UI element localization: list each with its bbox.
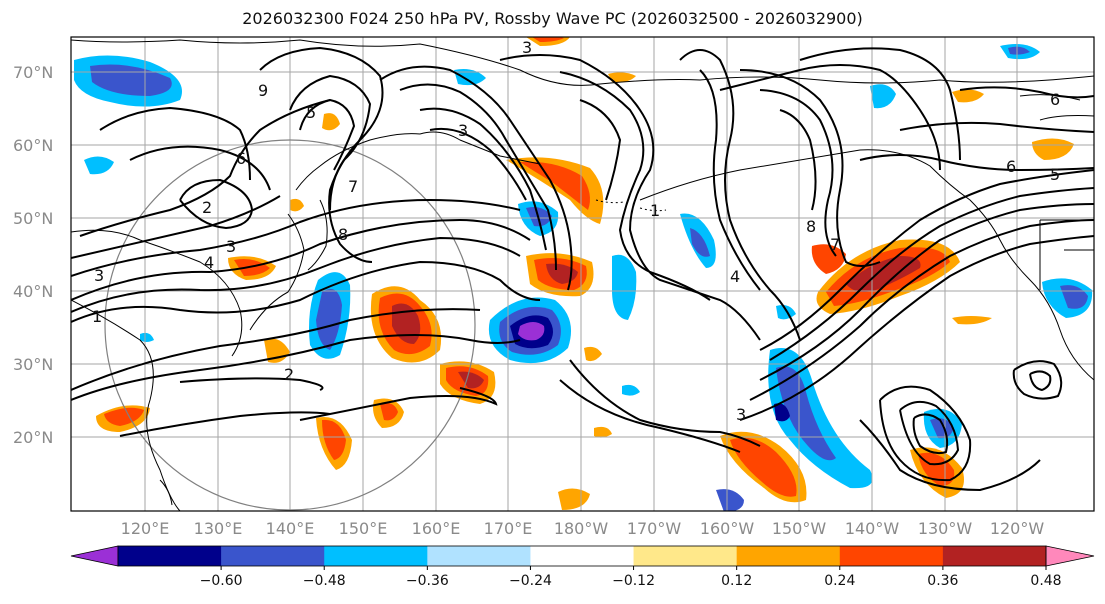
pos-anom-alaska-east — [952, 89, 984, 103]
contour-label: 6 — [236, 149, 246, 168]
pos-anom-150w-north — [811, 244, 846, 274]
lon-label: 170°E — [484, 519, 533, 538]
neg-anom-small-a — [622, 384, 640, 396]
contour-label: 7 — [348, 177, 358, 196]
contour-label: 3 — [522, 38, 532, 57]
contour-label: 3 — [458, 121, 468, 140]
contour-label: 6 — [1050, 90, 1060, 109]
latitude-labels: 70°N 60°N 50°N 40°N 30°N 20°N — [13, 63, 53, 447]
lon-label: 150°W — [772, 519, 827, 538]
colorbar-bin — [633, 546, 738, 566]
contour-label: 4 — [730, 267, 740, 286]
contour-label: 8 — [338, 225, 348, 244]
neg-anom-northwest-small — [84, 156, 114, 175]
pos-anom-170w-top — [608, 72, 636, 83]
contour-label: 3 — [226, 237, 236, 256]
lat-label: 50°N — [13, 209, 53, 228]
lon-label: 180°W — [554, 519, 609, 538]
colorbar-tick-label: 0.48 — [1030, 573, 1061, 589]
lat-label: 30°N — [13, 355, 53, 374]
colorbar-tick-label: 0.36 — [927, 573, 958, 589]
pos-anom-125w — [952, 316, 992, 325]
lat-label: 60°N — [13, 136, 53, 155]
lon-label: 120°E — [121, 519, 170, 538]
neg-anom-alaska — [870, 84, 896, 109]
lon-label: 160°E — [412, 519, 461, 538]
pos-anom-175e-north — [506, 157, 604, 224]
colorbar-tick-label: −0.60 — [200, 573, 243, 589]
colorbar-tick-label: 0.24 — [824, 573, 855, 589]
lon-label: 140°W — [845, 519, 900, 538]
lon-label: 150°E — [339, 519, 388, 538]
colorbar-bin — [221, 546, 325, 566]
neg-anom-160w-low — [716, 489, 744, 511]
positive-pv-anomalies — [96, 37, 1074, 510]
coastlines — [71, 39, 1094, 511]
map-frame — [70, 36, 1095, 512]
map-title: 2026032300 F024 250 hPa PV, Rossby Wave … — [242, 9, 863, 28]
colorbar-bin — [839, 546, 944, 566]
colorbar-tick-label: 0.12 — [721, 573, 752, 589]
lon-label: 170°W — [627, 519, 682, 538]
contour-labels: 3 9 6 5 2 3 4 3 1 8 7 3 2 1 6 5 8 7 4 3 … — [92, 38, 1060, 424]
pv-contours — [71, 46, 1094, 492]
lon-label: 130°E — [194, 519, 243, 538]
contour-label: 3 — [94, 266, 104, 285]
pos-anom-misc-4 — [290, 198, 304, 212]
lat-label: 20°N — [13, 428, 53, 447]
contour-label: 8 — [806, 217, 816, 236]
lat-label: 70°N — [13, 63, 53, 82]
colorbar: −0.60 −0.48 −0.36 −0.24 −0.12 0.12 0.24 0.36 0.4… — [70, 545, 1095, 589]
lon-label: 140°E — [266, 519, 315, 538]
contour-label: 6 — [1006, 157, 1016, 176]
neg-anom-small-c — [140, 332, 154, 342]
contour-label: 1 — [92, 307, 102, 326]
negative-pv-anomalies — [74, 44, 1093, 511]
pos-anom-misc-2 — [584, 346, 602, 362]
lon-label: 130°W — [918, 519, 973, 538]
contour-label: 5 — [1050, 165, 1060, 184]
pos-anom-320 — [322, 113, 340, 131]
pos-anom-canada — [1032, 138, 1074, 160]
contour-label: 9 — [258, 81, 268, 100]
contour-label: 3 — [736, 405, 746, 424]
reference-circle — [104, 139, 476, 511]
colorbar-bin — [736, 546, 841, 566]
colorbar-tick-label: −0.36 — [406, 573, 449, 589]
neg-anom-mid-north — [454, 69, 486, 86]
pos-anom-misc-3 — [558, 488, 590, 510]
contour-label: 1 — [650, 201, 660, 220]
colorbar-bin — [942, 546, 1047, 566]
contour-label: 2 — [202, 198, 212, 217]
neg-anom-small-b — [776, 305, 796, 320]
lat-label: 40°N — [13, 282, 53, 301]
colorbar-tick-label: −0.48 — [303, 573, 346, 589]
colorbar-tick-label: −0.12 — [612, 573, 655, 589]
neg-anom-170w-strip — [612, 254, 637, 320]
colorbar-extend-low — [70, 545, 119, 567]
colorbar-bin — [530, 546, 635, 566]
colorbar-extend-high — [1045, 545, 1095, 567]
colorbar-bin — [324, 546, 428, 566]
contour-label: 5 — [306, 103, 316, 122]
colorbar-border — [117, 545, 1047, 567]
contour-label: 2 — [284, 365, 294, 384]
colorbar-bin — [427, 546, 531, 566]
contour-label: 4 — [204, 253, 214, 272]
colorbar-bin — [118, 546, 222, 566]
contour-label: 7 — [830, 235, 840, 254]
lon-label: 160°W — [700, 519, 755, 538]
longitude-labels: 120°E 130°E 140°E 150°E 160°E 170°E 180°… — [121, 519, 1045, 538]
colorbar-tick-label: −0.24 — [509, 573, 552, 589]
pos-anom-misc-1 — [594, 426, 612, 438]
lon-label: 120°W — [990, 519, 1045, 538]
